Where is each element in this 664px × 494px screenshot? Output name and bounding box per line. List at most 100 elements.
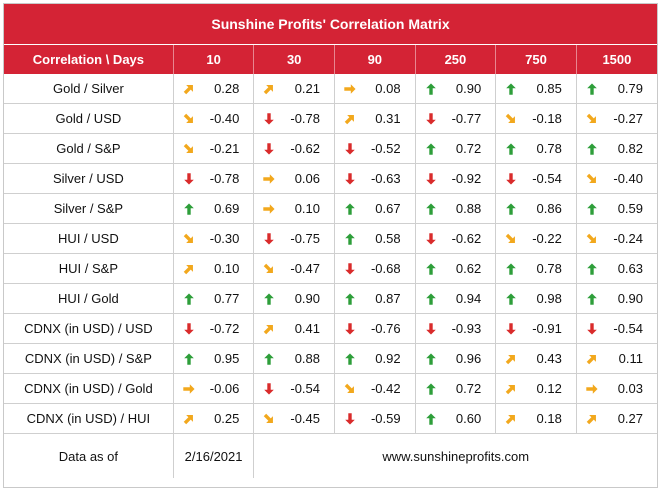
correlation-cell: 0.85	[495, 74, 577, 104]
correlation-cell: -0.42	[334, 373, 416, 404]
arrow-down-icon	[424, 322, 438, 336]
correlation-value: 0.86	[536, 201, 562, 216]
correlation-cell: 0.87	[334, 283, 416, 314]
correlation-value: 0.90	[294, 291, 320, 306]
pair-label: CDNX (in USD) / USD	[4, 313, 174, 344]
correlation-value: 0.10	[214, 261, 240, 276]
correlation-cell: 0.82	[576, 133, 657, 164]
arrow-up-icon	[343, 202, 357, 216]
days-header-250: 250	[415, 45, 497, 74]
arrow-up-icon	[504, 202, 518, 216]
correlation-cell: -0.62	[415, 223, 497, 254]
correlation-cell: -0.40	[173, 103, 255, 134]
correlation-value: -0.63	[370, 171, 401, 186]
correlation-value: 0.88	[455, 201, 482, 216]
correlation-cell: 0.67	[334, 193, 416, 224]
correlation-cell: 0.90	[576, 283, 657, 314]
arrow-down-right-icon	[182, 112, 196, 126]
correlation-value: -0.62	[451, 231, 482, 246]
arrow-up-right-icon	[504, 412, 518, 426]
correlation-value: 0.96	[455, 351, 482, 366]
correlation-cell: -0.06	[173, 373, 255, 404]
correlation-cell: 0.69	[173, 193, 255, 224]
correlation-value: -0.40	[209, 111, 240, 126]
table-row: CDNX (in USD) / S&P 0.95 0.88 0.92 0.96 0.43 0…	[4, 343, 657, 374]
correlation-cell: -0.76	[334, 313, 416, 344]
arrow-down-icon	[585, 322, 599, 336]
correlation-value: 0.11	[618, 351, 643, 366]
correlation-value: 0.72	[455, 381, 482, 396]
correlation-cell: 0.25	[173, 403, 255, 434]
correlation-cell: -0.68	[334, 253, 416, 284]
arrow-up-icon	[585, 262, 599, 276]
arrow-down-icon	[343, 262, 357, 276]
correlation-value: 0.18	[536, 411, 562, 426]
correlation-value: 0.06	[294, 171, 320, 186]
arrow-up-right-icon	[262, 82, 276, 96]
correlation-cell: 0.78	[495, 253, 577, 284]
arrow-up-icon	[182, 292, 196, 306]
correlation-cell: 0.28	[173, 74, 255, 104]
website-label: www.sunshineprofits.com	[382, 448, 530, 464]
correlation-cell: 0.10	[173, 253, 255, 284]
arrow-up-icon	[424, 142, 438, 156]
table-row: Gold / Silver 0.28 0.21 0.08 0.90 0.85 0.79	[4, 74, 657, 104]
arrow-up-right-icon	[585, 412, 599, 426]
correlation-value: 0.82	[617, 141, 643, 156]
correlation-cell: 0.62	[415, 253, 497, 284]
arrow-up-icon	[585, 142, 599, 156]
correlation-value: 0.25	[214, 411, 240, 426]
correlation-cell: 0.98	[495, 283, 577, 314]
correlation-cell: 0.90	[415, 74, 497, 104]
correlation-cell: -0.77	[415, 103, 497, 134]
correlation-cell: -0.40	[576, 163, 657, 194]
correlation-cell: -0.72	[173, 313, 255, 344]
arrow-up-icon	[424, 82, 438, 96]
table-row: HUI / S&P 0.10 -0.47 -0.68 0.62 0.78 0.63	[4, 253, 657, 284]
correlation-value: 0.88	[294, 351, 320, 366]
arrow-down-icon	[424, 112, 438, 126]
correlation-value: 0.85	[536, 81, 562, 96]
correlation-cell: 0.72	[415, 133, 497, 164]
correlation-cell: 0.72	[415, 373, 497, 404]
days-header-10: 10	[173, 45, 255, 74]
correlation-cell: 0.21	[253, 74, 335, 104]
correlation-value: 0.10	[294, 201, 320, 216]
correlation-value: -0.78	[209, 171, 240, 186]
correlation-cell: 0.88	[415, 193, 497, 224]
correlation-cell: -0.78	[253, 103, 335, 134]
arrow-up-icon	[504, 142, 518, 156]
correlation-value: -0.21	[209, 141, 240, 156]
arrow-up-icon	[504, 292, 518, 306]
correlation-value: 0.67	[375, 201, 401, 216]
arrow-up-right-icon	[504, 352, 518, 366]
correlation-cell: 0.95	[173, 343, 255, 374]
arrow-down-icon	[504, 172, 518, 186]
correlation-cell: -0.24	[576, 223, 657, 254]
arrow-down-right-icon	[585, 232, 599, 246]
arrow-up-right-icon	[182, 412, 196, 426]
arrow-up-icon	[424, 202, 438, 216]
correlation-cell: -0.54	[253, 373, 335, 404]
arrow-down-right-icon	[182, 232, 196, 246]
arrow-down-right-icon	[262, 412, 276, 426]
correlation-cell: 0.79	[576, 74, 657, 104]
arrow-down-icon	[262, 142, 276, 156]
arrow-down-icon	[343, 412, 357, 426]
arrow-up-icon	[424, 262, 438, 276]
correlation-value: 0.41	[294, 321, 320, 336]
correlation-cell: -0.54	[495, 163, 577, 194]
table-row: Silver / S&P 0.69 0.10 0.67 0.88 0.86 0.59	[4, 193, 657, 224]
correlation-value: -0.62	[290, 141, 320, 156]
arrow-down-right-icon	[504, 112, 518, 126]
correlation-value: 0.98	[536, 291, 562, 306]
correlation-value: -0.24	[613, 231, 643, 246]
days-header-90: 90	[334, 45, 416, 74]
correlation-cell: 0.10	[253, 193, 335, 224]
correlation-value: -0.93	[451, 321, 482, 336]
correlation-cell: 0.06	[253, 163, 335, 194]
correlation-value: 0.69	[214, 201, 240, 216]
arrow-down-right-icon	[504, 232, 518, 246]
arrow-up-icon	[343, 352, 357, 366]
arrow-down-icon	[343, 322, 357, 336]
